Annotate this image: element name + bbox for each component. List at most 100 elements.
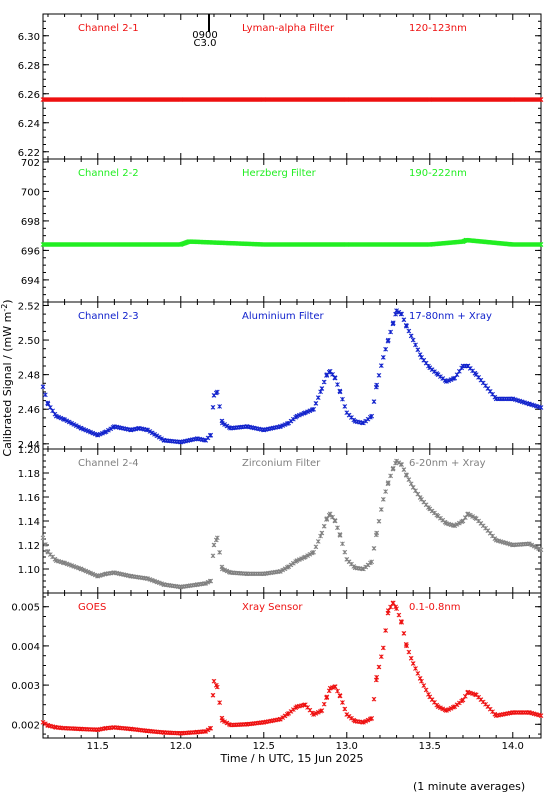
data-point <box>332 518 338 524</box>
y-tick-label: 0.002 <box>11 720 40 731</box>
data-point <box>40 719 46 725</box>
data-point <box>106 427 111 433</box>
data-point <box>380 645 386 651</box>
data-point <box>208 578 214 584</box>
data-point <box>470 514 475 519</box>
data-point <box>103 429 109 435</box>
data-point <box>154 433 160 439</box>
y-tick-label: 1.10 <box>18 565 40 576</box>
data-point <box>438 705 443 711</box>
data-point <box>147 429 153 434</box>
y-tick-label: 2.52 <box>18 301 40 312</box>
data-point <box>413 342 418 348</box>
data-point <box>408 333 414 339</box>
data-point <box>321 379 327 385</box>
data-point <box>369 716 375 721</box>
y-tick-label: 698 <box>21 217 40 228</box>
data-point <box>327 511 333 517</box>
band-label: 120-123nm <box>409 23 467 34</box>
data-point <box>319 708 325 713</box>
data-point <box>64 418 70 424</box>
data-point <box>66 419 72 425</box>
data-point <box>374 382 380 388</box>
data-point <box>401 317 407 323</box>
data-point <box>149 430 155 436</box>
data-points <box>40 97 544 102</box>
data-point <box>383 489 388 494</box>
data-point <box>335 525 340 531</box>
data-point <box>210 553 216 559</box>
data-point <box>406 328 412 334</box>
data-point <box>217 550 222 555</box>
averaging-note: (1 minute averages) <box>413 780 526 793</box>
data-point <box>324 694 330 700</box>
data-point <box>71 422 77 427</box>
data-point <box>217 404 222 409</box>
data-point <box>415 491 421 497</box>
data-point <box>388 329 393 335</box>
data-point <box>305 553 310 559</box>
data-point <box>222 719 227 725</box>
data-point <box>385 480 391 485</box>
data-point <box>376 518 382 524</box>
channel-label: GOES <box>78 602 106 613</box>
data-point <box>313 401 319 406</box>
y-tick-label: 0.005 <box>11 603 40 614</box>
data-point <box>311 406 316 412</box>
y-tick-label: 6.30 <box>18 32 40 43</box>
data-point <box>203 581 209 586</box>
y-tick-label: 0.003 <box>11 681 40 692</box>
data-point <box>205 579 211 585</box>
x-tick-label: 12.5 <box>253 741 275 752</box>
data-point <box>214 684 220 690</box>
data-point <box>410 661 416 666</box>
channel-label: Channel 2-2 <box>78 168 139 179</box>
data-point <box>385 337 391 343</box>
data-point <box>311 712 316 717</box>
y-tick-label: 2.46 <box>18 405 40 416</box>
data-point <box>529 542 535 548</box>
data-point <box>394 308 399 314</box>
data-point <box>374 530 380 536</box>
data-point <box>371 399 377 404</box>
data-point <box>371 696 377 702</box>
y-tick-label: 6.24 <box>18 119 40 130</box>
data-point <box>50 408 55 414</box>
data-point <box>390 320 396 326</box>
data-point <box>222 422 227 427</box>
data-point <box>376 664 382 670</box>
data-point <box>319 386 325 391</box>
data-point <box>337 533 343 538</box>
data-point <box>374 674 380 680</box>
data-point <box>42 721 48 727</box>
data-point <box>538 547 544 553</box>
data-point <box>404 323 409 329</box>
data-point <box>224 423 230 429</box>
data-point <box>385 608 391 613</box>
data-point <box>388 473 393 479</box>
data-point <box>415 347 421 353</box>
data-point <box>399 620 404 625</box>
data-point <box>462 515 468 520</box>
data-point <box>315 709 321 715</box>
data-point <box>315 539 321 544</box>
data-point <box>380 497 386 502</box>
x-tick-label: 13.5 <box>419 741 441 752</box>
data-point <box>210 692 216 698</box>
data-point <box>152 431 157 437</box>
band-label: 190-222nm <box>409 168 467 179</box>
y-tick-label: 6.26 <box>18 90 40 101</box>
y-tick-label: 696 <box>21 246 40 257</box>
data-point <box>435 704 441 710</box>
data-point <box>214 389 220 395</box>
data-points <box>40 237 544 247</box>
filter-label: Xray Sensor <box>242 602 303 613</box>
data-point <box>448 706 454 711</box>
data-point <box>219 718 225 723</box>
data-point <box>42 542 48 547</box>
event-class-label: C3.0 <box>194 38 217 49</box>
data-points <box>40 458 544 590</box>
data-point <box>415 671 421 676</box>
data-point <box>533 545 539 550</box>
y-tick-label: 694 <box>21 276 40 287</box>
